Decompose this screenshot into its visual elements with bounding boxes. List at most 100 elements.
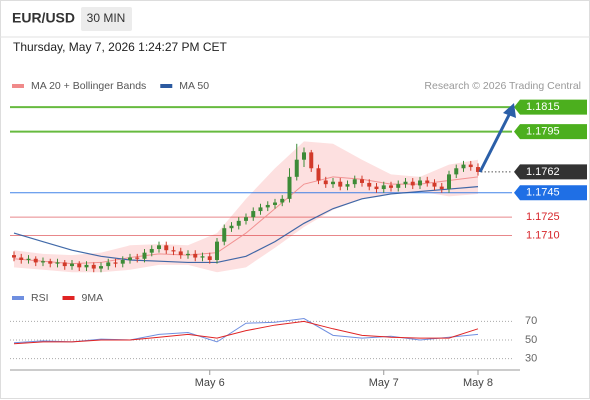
interval-box xyxy=(81,7,132,31)
legend-label: MA 50 xyxy=(179,80,209,92)
level-label: 1.1815 xyxy=(526,101,560,113)
level-label-box xyxy=(514,124,587,140)
candle-body xyxy=(323,180,328,185)
legend-swatch xyxy=(12,84,24,88)
level-label: 1.1762 xyxy=(526,166,560,178)
level-label-box xyxy=(514,164,587,180)
candle-body xyxy=(331,181,335,185)
x-tick-label: May 6 xyxy=(195,377,225,389)
candle-body xyxy=(352,179,357,185)
candle-body xyxy=(222,228,227,242)
x-tick-label: May 8 xyxy=(463,377,493,389)
level-label-box xyxy=(514,185,587,201)
candle-body xyxy=(432,182,437,187)
candle-body xyxy=(338,181,343,187)
candle-body xyxy=(418,180,422,186)
candle-body xyxy=(99,266,103,269)
symbol: EUR/USD xyxy=(12,10,75,26)
candle-body xyxy=(251,211,256,218)
candle-body xyxy=(215,241,219,260)
legend-label: RSI xyxy=(31,292,49,304)
candle-body xyxy=(62,262,67,267)
candle-body xyxy=(70,263,74,267)
candle-body xyxy=(360,179,364,183)
candle-body xyxy=(265,204,270,208)
candle-body xyxy=(186,253,190,256)
candle-body xyxy=(19,257,24,260)
bollinger-band xyxy=(14,141,478,273)
copyright: Research © 2026 Trading Central xyxy=(424,80,581,92)
timestamp: Thursday, May 7, 2026 1:24:27 PM CET xyxy=(13,40,228,54)
candle-body xyxy=(374,186,379,190)
candle-body xyxy=(367,182,372,187)
level-label-box xyxy=(514,99,587,115)
candle-body xyxy=(91,264,96,269)
candle-body xyxy=(468,164,473,168)
line xyxy=(13,186,479,264)
candle-body xyxy=(77,263,82,268)
candle-body xyxy=(178,251,183,256)
candle-body xyxy=(280,198,285,203)
level-label: 1.1795 xyxy=(526,125,560,137)
candle-body xyxy=(309,152,314,169)
candle-body xyxy=(106,262,111,267)
candle-body xyxy=(171,250,176,252)
candle-body xyxy=(26,258,31,260)
candle-body xyxy=(135,257,140,259)
y-tick-label: 30 xyxy=(525,353,537,365)
legend-label: MA 20 + Bollinger Bands xyxy=(31,80,146,92)
legend-label: 9MA xyxy=(82,292,104,304)
candle-body xyxy=(381,185,386,190)
x-tick-label: May 7 xyxy=(369,377,399,389)
candle-body xyxy=(403,181,408,185)
y-tick-label: 70 xyxy=(525,315,537,327)
candle-body xyxy=(258,207,263,212)
candle-body xyxy=(142,252,147,259)
candle-body xyxy=(439,186,444,190)
candle-body xyxy=(425,180,430,183)
y-tick-label: 50 xyxy=(525,334,537,346)
candle-body xyxy=(287,176,292,199)
level-label: 1.1745 xyxy=(526,187,560,199)
candle-body xyxy=(316,168,321,181)
candle-body xyxy=(157,245,161,249)
legend-swatch xyxy=(160,84,173,88)
candle-body xyxy=(454,168,459,175)
level-label: 1.1710 xyxy=(526,229,560,241)
forecast-arrow xyxy=(478,112,512,173)
candle-body xyxy=(120,259,125,264)
arrow-head xyxy=(503,103,516,118)
candle-body xyxy=(236,220,241,226)
candle-body xyxy=(200,256,205,258)
candle-body xyxy=(447,174,451,190)
candle-body xyxy=(12,255,16,258)
interval: 30 MIN xyxy=(87,11,126,25)
candle-body xyxy=(244,217,248,221)
candle-body xyxy=(128,257,132,260)
candle-body xyxy=(294,159,299,177)
candle-body xyxy=(410,181,415,186)
line xyxy=(13,176,479,265)
candle-body xyxy=(33,258,38,263)
candle-body xyxy=(273,202,277,205)
candle-body xyxy=(302,152,306,160)
candle-body xyxy=(113,262,118,264)
legend-swatch xyxy=(12,296,24,300)
candle-body xyxy=(396,184,401,188)
candle-body xyxy=(229,225,234,229)
candle-body xyxy=(207,256,212,260)
candle-body xyxy=(41,261,45,263)
candle-body xyxy=(193,253,198,258)
candle-body xyxy=(389,185,393,188)
candle-body xyxy=(55,262,60,264)
candle-body xyxy=(476,167,480,172)
legend-swatch xyxy=(62,296,75,300)
line xyxy=(13,320,479,345)
candle-body xyxy=(149,248,154,253)
candle-body xyxy=(164,245,169,251)
level-label: 1.1725 xyxy=(526,211,560,223)
candle-body xyxy=(48,261,53,264)
candle-body xyxy=(84,264,89,268)
candle-body xyxy=(461,164,466,169)
